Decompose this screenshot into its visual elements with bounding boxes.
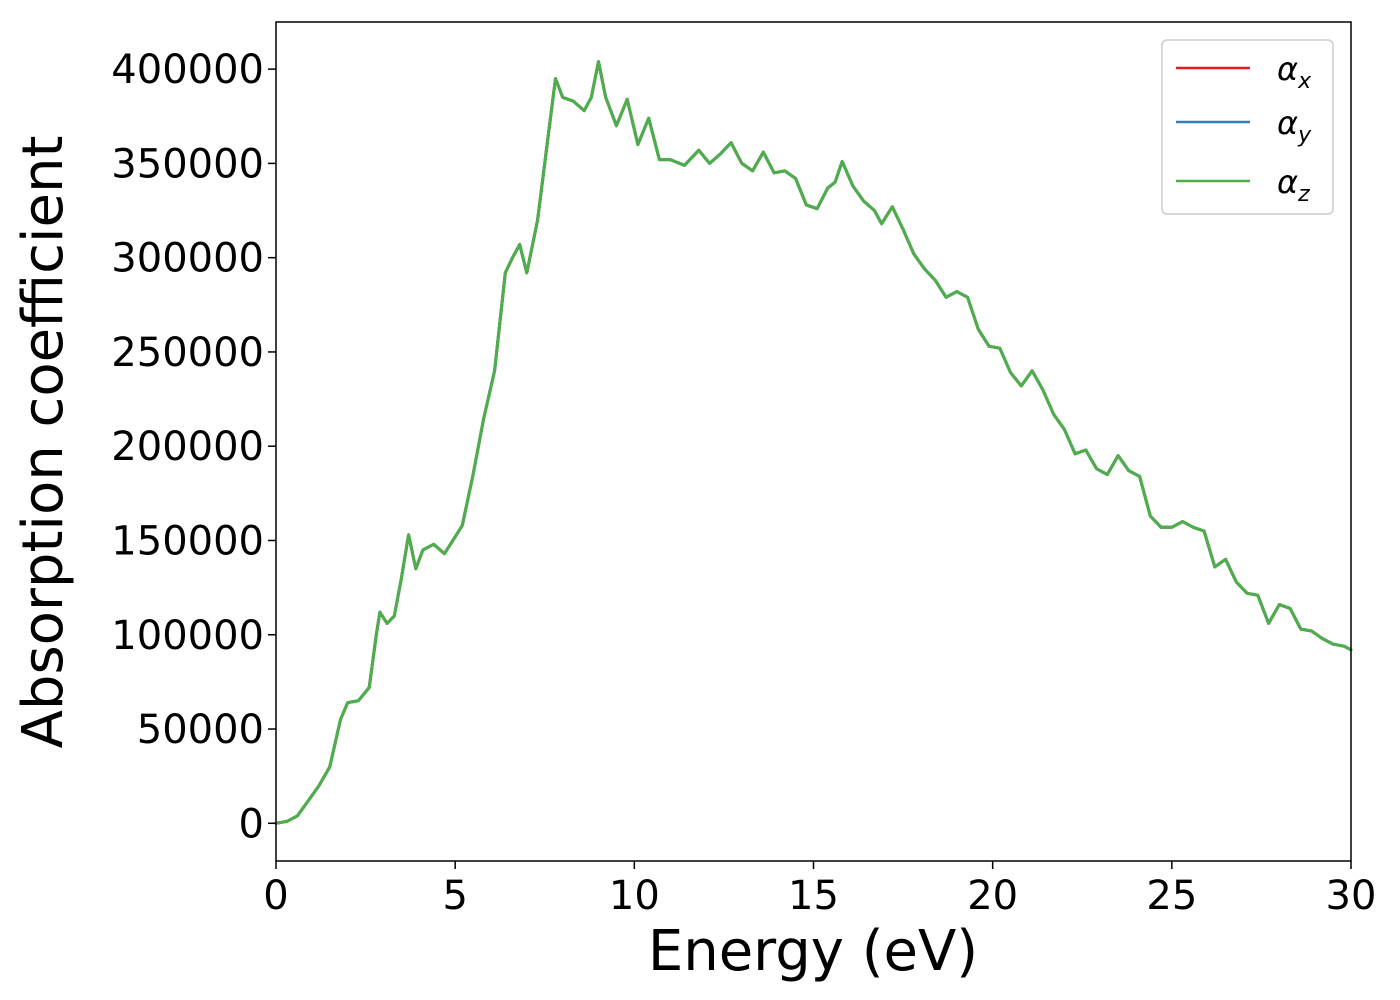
legend-label-z-symbol: α [1277,163,1298,201]
legend-label-x: αx [1277,50,1312,94]
x-tick-label: 10 [609,873,660,919]
x-tick-label: 20 [967,873,1018,919]
y-tick-label: 100000 [111,613,264,659]
y-tick-label: 250000 [111,330,264,376]
legend-label-z: αz [1277,163,1310,207]
y-axis: 0 50000 100000 150000 200000 250000 300000 3500… [111,47,276,847]
x-axis: 0 5 10 15 20 25 30 [263,861,1376,919]
legend-label-z-sub: z [1297,182,1310,207]
y-tick-label: 200000 [111,424,264,470]
y-tick-label: 50000 [137,707,264,753]
x-tick-label: 30 [1326,873,1377,919]
legend-label-y-symbol: α [1277,104,1298,142]
y-tick-label: 400000 [111,47,264,93]
x-tick-label: 5 [442,873,467,919]
series-line-alpha-z [274,60,1353,825]
x-tick-label: 0 [263,873,288,919]
legend-box [1161,39,1334,215]
legend-label-x-symbol: α [1277,50,1298,88]
legend-label-y: αy [1277,104,1312,148]
y-tick-label: 150000 [111,518,264,564]
x-tick-label: 25 [1146,873,1197,919]
x-tick-label: 15 [788,873,839,919]
legend: αx αy αz [1161,39,1334,215]
y-tick-label: 0 [239,801,264,847]
legend-label-x-sub: x [1297,69,1312,94]
x-axis-label: Energy (eV) [648,919,978,984]
plot-lines [274,60,1353,825]
legend-label-y-sub: y [1297,123,1312,148]
y-tick-label: 300000 [111,236,264,282]
y-axis-label: Absorption coefficient [11,136,76,749]
y-tick-label: 350000 [111,141,264,187]
